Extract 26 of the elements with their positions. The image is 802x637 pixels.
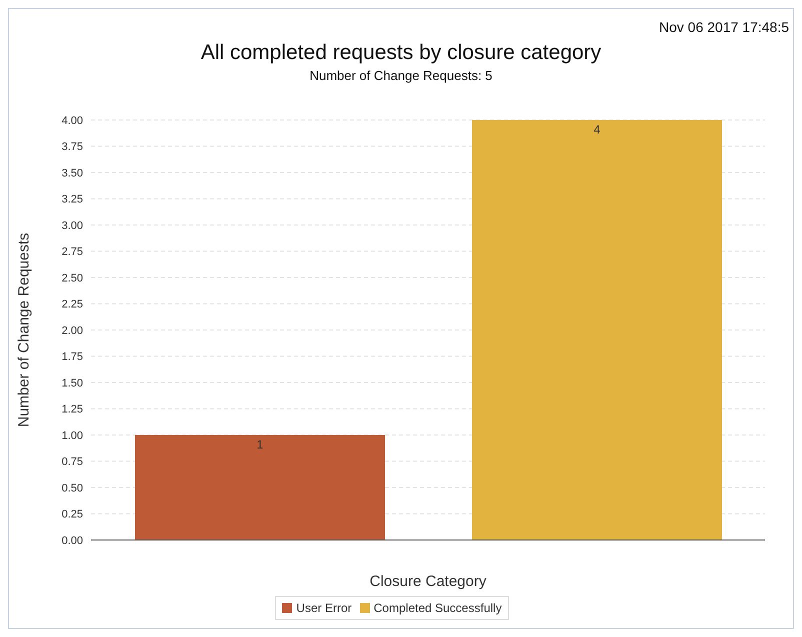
data-label: 1 — [256, 438, 264, 452]
y-tick-label: 1.75 — [62, 351, 83, 364]
y-tick-label: 2.00 — [62, 324, 83, 337]
y-tick-label: 2.25 — [62, 298, 83, 311]
legend-label: User Error — [295, 601, 352, 615]
chart-subtitle: Number of Change Requests: 5 — [308, 68, 494, 83]
text: Nov 06 2017 17:48:5 — [659, 19, 789, 35]
y-tick-label: 1.50 — [62, 377, 83, 390]
y-tick-label: 0.00 — [62, 534, 83, 547]
data-label: 4 — [594, 122, 601, 137]
y-tick-label: 0.50 — [62, 482, 83, 494]
y-tick-label: 1.00 — [62, 430, 83, 442]
y-tick-label: 0.75 — [62, 456, 83, 468]
y-axis-title: Number of Change Requests — [15, 232, 32, 428]
y-tick-label: 4.00 — [62, 114, 83, 127]
y-tick-label: 3.00 — [62, 220, 83, 232]
y-tick-label: 2.50 — [62, 272, 83, 284]
y-tick-label: 2.75 — [62, 246, 83, 258]
y-tick-label: 3.50 — [62, 167, 83, 180]
legend-label: Completed Successfully — [372, 601, 502, 615]
chart-title: All completed requests by closure category — [200, 41, 602, 65]
y-tick-label: 3.25 — [62, 194, 83, 206]
y-tick-label: 0.25 — [62, 508, 83, 521]
x-axis-title: Closure Category — [370, 573, 487, 590]
y-tick-label: 1.25 — [62, 404, 83, 416]
y-tick-label: 3.75 — [62, 141, 83, 154]
